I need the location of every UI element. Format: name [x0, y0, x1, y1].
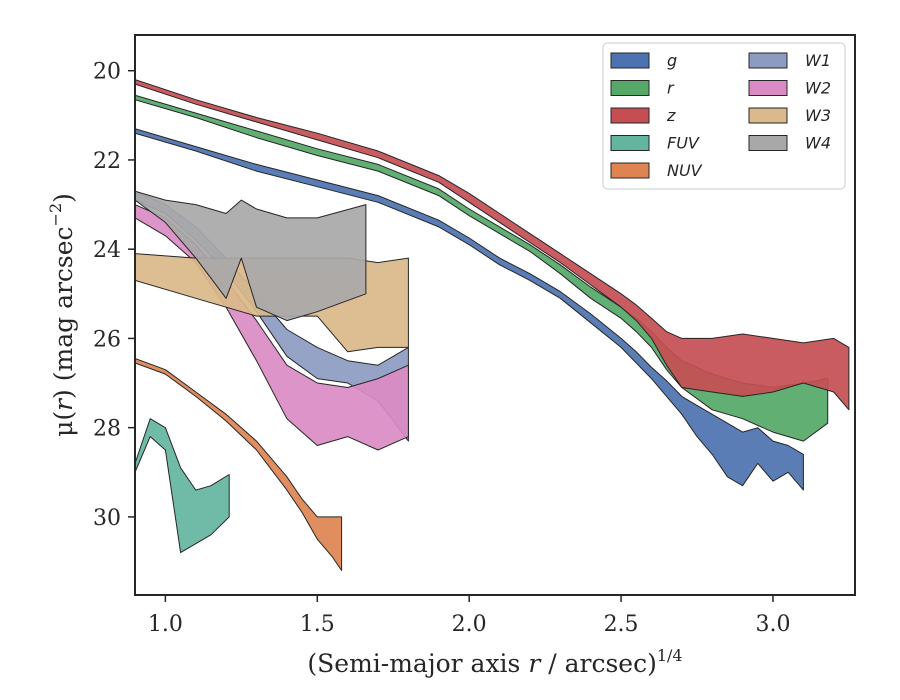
axis-ticks: 1.0 1.5 2.0 2.5 3.0 20 22 24 26 28 30 [93, 60, 790, 637]
legend-swatch-z [610, 107, 650, 124]
legend-label-w3: W3 [805, 106, 831, 125]
y-axis-label-post: ) (mag arcsec [49, 226, 78, 399]
legend-box [602, 42, 846, 190]
legend-swatch-w2 [748, 80, 788, 96]
x-tick-label: 2.5 [604, 612, 639, 637]
x-axis-label-pre: (Semi-major axis [307, 649, 528, 678]
y-axis-label: μ(r) (mag arcsec−2) [46, 193, 78, 437]
y-tick-label: 28 [93, 417, 121, 442]
series-band-z [135, 79, 850, 411]
legend-swatch-g [610, 52, 650, 69]
y-tick-label: 22 [93, 149, 121, 174]
plot-frame [134, 34, 856, 596]
legend-label-w1: W1 [805, 51, 831, 70]
legend: grz FUV NUV W1 W2 W3 W4 [602, 42, 846, 190]
legend-label-g: g [667, 51, 677, 70]
y-tick-label: 24 [93, 238, 121, 263]
x-tick-label: 3.0 [755, 612, 790, 637]
legend-label-r: r [667, 79, 675, 98]
legend-swatch-r [610, 80, 650, 96]
series-band-nuv [135, 358, 343, 571]
legend-swatch-nuv [610, 162, 650, 179]
legend-swatch-w3 [748, 107, 788, 124]
legend-swatch-fuv [610, 135, 650, 151]
legend-swatch-w1 [748, 52, 788, 69]
y-axis-label-var: r [49, 397, 78, 411]
legend-label-z: z [666, 106, 676, 125]
x-tick-label: 2.0 [452, 612, 487, 637]
y-axis-label-pre: μ( [49, 411, 78, 437]
x-tick-label: 1.0 [148, 612, 183, 637]
legend-label-w4: W4 [805, 134, 831, 153]
legend-label-w2: W2 [805, 79, 831, 98]
x-axis-label-post: / arcsec) [540, 649, 657, 678]
y-tick-label: 30 [93, 506, 121, 531]
legend-swatch-w4 [748, 135, 788, 151]
y-tick-label: 20 [93, 60, 121, 85]
series-band-fuv [135, 418, 230, 554]
y-tick-label: 26 [93, 327, 121, 352]
series-areas [135, 79, 850, 571]
x-axis-label: (Semi-major axis r / arcsec)1/4 [307, 646, 682, 678]
legend-label-fuv: FUV [667, 134, 700, 153]
x-axis-label-var: r [528, 649, 542, 678]
y-axis-label-close: ) [49, 193, 78, 203]
legend-label-nuv: NUV [667, 161, 703, 180]
series-band-r [135, 94, 829, 442]
series-band-w4 [135, 190, 367, 322]
series-band-g [135, 128, 804, 491]
x-axis-label-sup: 1/4 [657, 646, 683, 665]
x-tick-label: 1.5 [300, 612, 335, 637]
y-axis-label-sup: −2 [46, 203, 65, 227]
